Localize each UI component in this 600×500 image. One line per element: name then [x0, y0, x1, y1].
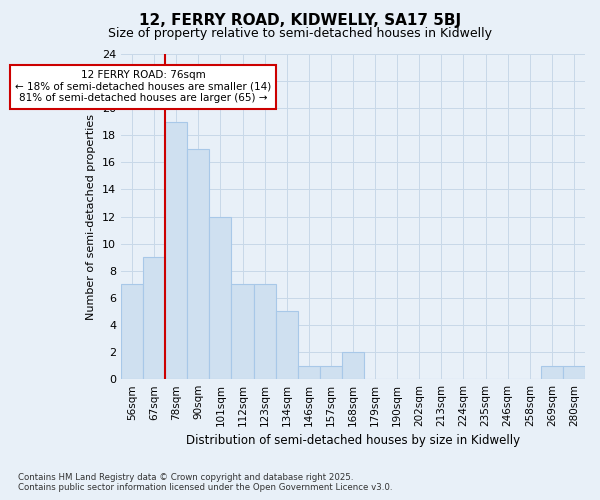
- Bar: [563, 366, 585, 379]
- Bar: [342, 352, 364, 379]
- Text: Contains HM Land Registry data © Crown copyright and database right 2025.
Contai: Contains HM Land Registry data © Crown c…: [18, 473, 392, 492]
- Bar: [275, 312, 298, 379]
- Text: 12 FERRY ROAD: 76sqm
← 18% of semi-detached houses are smaller (14)
81% of semi-: 12 FERRY ROAD: 76sqm ← 18% of semi-detac…: [15, 70, 271, 104]
- Bar: [165, 122, 187, 379]
- Bar: [187, 149, 209, 379]
- Bar: [541, 366, 563, 379]
- Bar: [320, 366, 342, 379]
- Bar: [298, 366, 320, 379]
- X-axis label: Distribution of semi-detached houses by size in Kidwelly: Distribution of semi-detached houses by …: [186, 434, 520, 448]
- Bar: [209, 216, 232, 379]
- Bar: [143, 257, 165, 379]
- Text: 12, FERRY ROAD, KIDWELLY, SA17 5BJ: 12, FERRY ROAD, KIDWELLY, SA17 5BJ: [139, 12, 461, 28]
- Bar: [121, 284, 143, 379]
- Bar: [232, 284, 254, 379]
- Bar: [254, 284, 275, 379]
- Y-axis label: Number of semi-detached properties: Number of semi-detached properties: [86, 114, 97, 320]
- Text: Size of property relative to semi-detached houses in Kidwelly: Size of property relative to semi-detach…: [108, 28, 492, 40]
